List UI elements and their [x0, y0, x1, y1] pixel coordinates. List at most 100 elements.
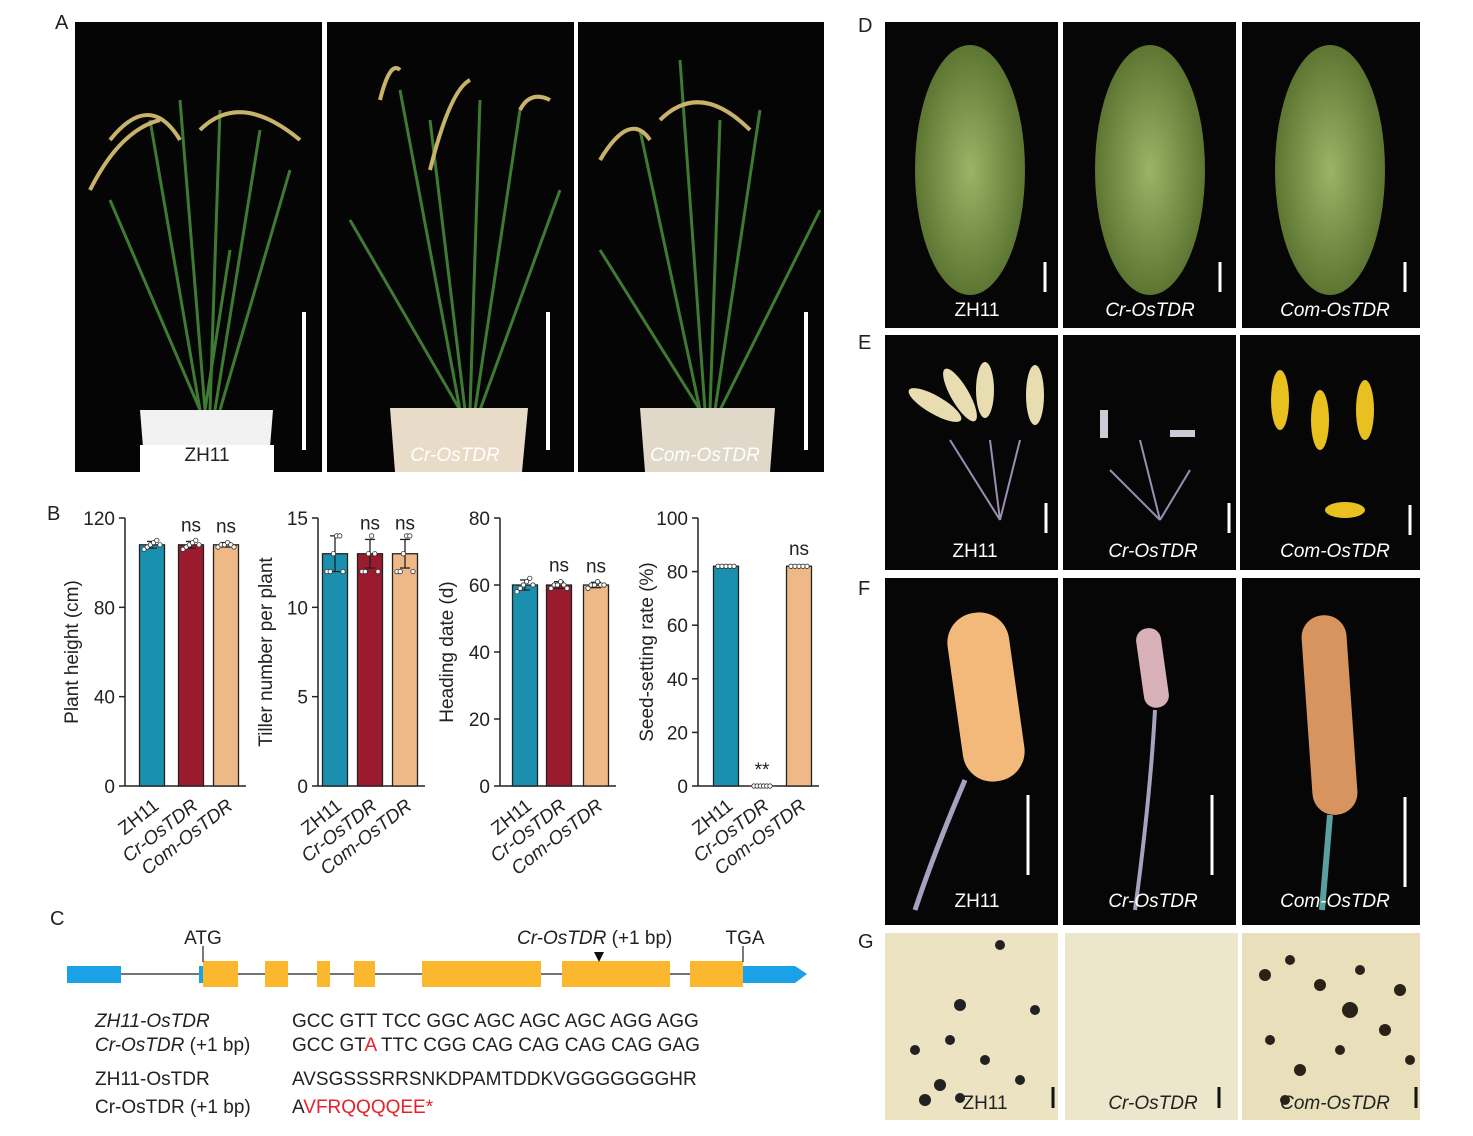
significance-label: ns	[549, 556, 569, 577]
photo-caption: Com-OsTDR	[650, 445, 760, 466]
bar	[582, 584, 610, 787]
data-point	[514, 589, 520, 595]
photo-e	[885, 335, 1420, 570]
stop-codon: TGA	[725, 928, 764, 949]
y-axis-label: Plant height (cm)	[62, 580, 83, 724]
photo-caption: ZH11	[184, 445, 229, 466]
data-point	[731, 563, 737, 569]
data-point	[154, 537, 160, 543]
y-tick-label: 40	[667, 670, 688, 691]
data-point	[193, 537, 199, 543]
data-point	[365, 551, 371, 557]
bar	[138, 544, 166, 787]
data-point	[375, 568, 381, 575]
sequence-part: TTC CGG CAG CAG CAG CAG GAG	[376, 1035, 700, 1056]
gene-model	[67, 946, 807, 987]
significance-label: ns	[395, 513, 415, 534]
data-point	[362, 568, 368, 575]
bar	[212, 544, 240, 787]
photo-a	[75, 22, 824, 472]
y-tick-label: 60	[667, 616, 688, 637]
significance-label: ns	[586, 556, 606, 577]
data-point	[372, 551, 378, 557]
y-tick-label: 0	[104, 777, 115, 798]
sequence: GCC GTA TTC CGG CAG CAG CAG CAG GAG	[292, 1035, 700, 1056]
label-name: ZH11-OsTDR	[95, 1069, 210, 1090]
sequence-part: VFRQQQQEE*	[303, 1097, 433, 1118]
significance-label: ns	[789, 539, 809, 560]
y-tick-label: 20	[667, 723, 688, 744]
photo-caption: Cr-OsTDR	[1108, 541, 1198, 562]
bar	[356, 553, 384, 787]
photo-caption: Com-OsTDR	[1280, 541, 1390, 562]
photo-caption: Com-OsTDR	[1280, 891, 1390, 912]
mutation-label: Cr-OsTDR (+1 bp)	[517, 928, 672, 949]
bar	[712, 565, 740, 787]
y-axis-label: Tiller number per plant	[256, 557, 277, 747]
alignment-label: Cr-OsTDR (+1 bp)	[95, 1097, 251, 1118]
sequence: AVFRQQQQEE*	[292, 1097, 434, 1118]
photo-caption: Cr-OsTDR	[1105, 300, 1195, 321]
bar	[511, 584, 539, 787]
data-point	[527, 575, 533, 581]
data-point	[554, 582, 561, 588]
data-point	[407, 533, 413, 539]
photo-d	[885, 22, 1420, 328]
start-codon: ATG	[184, 928, 222, 949]
y-tick-label: 80	[94, 598, 115, 619]
data-point	[804, 563, 810, 569]
y-tick-label: 80	[469, 509, 490, 530]
sequence: GCC GTT TCC GGC AGC AGC AGC AGG AGG	[292, 1011, 699, 1032]
photo-caption: Cr-OsTDR	[1108, 891, 1198, 912]
sequence-part: GCC GTT TCC GGC AGC AGC AGC AGG AGG	[292, 1011, 699, 1032]
data-point	[561, 582, 567, 588]
sequence-part: GCC GT	[292, 1035, 366, 1056]
data-point	[330, 551, 336, 557]
data-point	[340, 568, 346, 575]
y-tick-label: 5	[297, 688, 308, 709]
data-point	[520, 582, 527, 588]
y-tick-label: 0	[479, 777, 490, 798]
alignment-label: ZH11-OsTDR	[94, 1011, 210, 1032]
photo-caption: Com-OsTDR	[1280, 1093, 1390, 1114]
mutation-name: Cr-OsTDR	[517, 928, 607, 949]
y-tick-label: 100	[656, 509, 688, 530]
photo-caption: ZH11	[962, 1093, 1007, 1114]
label-suffix: (+1 bp)	[185, 1097, 251, 1118]
data-point	[585, 585, 591, 591]
alignment-label: Cr-OsTDR (+1 bp)	[95, 1035, 250, 1056]
data-point	[767, 783, 773, 789]
photo-caption: ZH11	[954, 300, 999, 321]
alignment-label: ZH11-OsTDR	[95, 1069, 210, 1090]
data-point	[557, 579, 564, 585]
photo-caption: Cr-OsTDR	[410, 445, 500, 466]
data-point	[157, 542, 163, 548]
bar	[391, 553, 419, 787]
photo-caption: ZH11	[952, 541, 997, 562]
panel-label: B	[47, 503, 60, 525]
data-point	[548, 585, 554, 591]
data-point	[410, 568, 416, 575]
panel-label: G	[858, 931, 874, 953]
data-point	[400, 551, 406, 557]
significance-label: ns	[216, 517, 236, 538]
y-tick-label: 80	[667, 563, 688, 584]
panel-label: E	[858, 332, 871, 354]
photo-g	[885, 933, 1420, 1120]
label-suffix: (+1 bp)	[184, 1035, 250, 1056]
data-point	[231, 544, 237, 550]
y-tick-label: 40	[469, 643, 490, 664]
data-point	[517, 585, 523, 591]
data-point	[591, 582, 598, 588]
sequence-part: AVSGSSSRRSNKDPAMTDDKVGGGGGGGHR	[292, 1069, 697, 1090]
photo-f	[885, 578, 1420, 925]
y-tick-label: 60	[469, 576, 490, 597]
data-point	[530, 582, 536, 588]
significance-label: **	[755, 760, 770, 781]
panel-label: F	[858, 578, 870, 600]
label-name: Cr-OsTDR	[95, 1035, 185, 1056]
mutation-suffix: (+1 bp)	[606, 928, 672, 949]
data-point	[397, 568, 403, 575]
